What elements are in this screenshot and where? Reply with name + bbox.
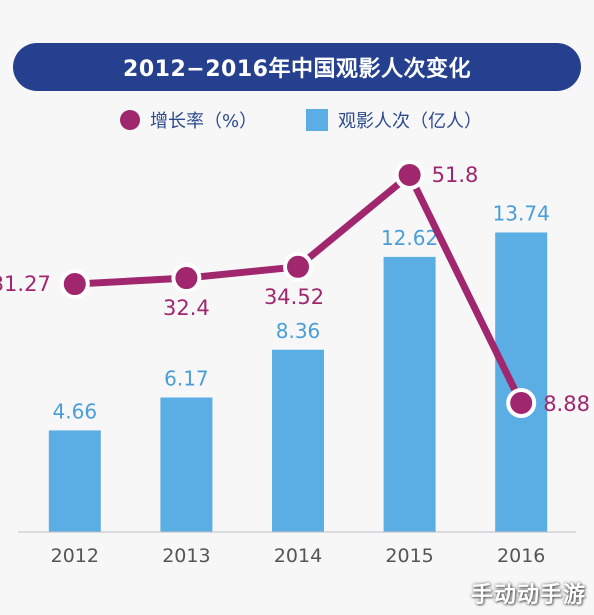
x-tick-2014: 2014 [274, 545, 322, 567]
bar-labels-layer: 4.66 6.17 8.36 12.62 13.74 [53, 201, 550, 423]
bar-label-2015: 12.62 [381, 226, 438, 250]
bar-label-2014: 8.36 [276, 319, 321, 343]
growth-point-2016 [506, 388, 537, 418]
bar-label-2016: 13.74 [493, 201, 550, 225]
title-bar: 2012−2016年中国观影人次变化 [13, 43, 581, 91]
bar-2014 [272, 349, 324, 532]
bar-2012 [48, 430, 101, 532]
bar-label-2012: 4.66 [53, 399, 98, 423]
growth-label-2013: 32.4 [163, 296, 210, 320]
x-tick-2012: 2012 [51, 545, 99, 567]
bar-2013 [160, 397, 213, 532]
growth-labels-layer: 31.27 32.4 34.52 51.8 8.88 [0, 163, 590, 416]
growth-label-2015: 51.8 [432, 163, 479, 187]
bar-label-2013: 6.17 [164, 366, 209, 390]
growth-label-2016: 8.88 [543, 392, 590, 416]
legend-label-admissions: 观影人次（亿人） [338, 111, 482, 132]
x-tick-2016: 2016 [497, 545, 545, 567]
x-tick-2015: 2015 [385, 545, 433, 567]
chart-title: 2012−2016年中国观影人次变化 [123, 57, 471, 82]
bar-marker-icon [306, 109, 328, 131]
legend-label-growth: 增长率（%） [150, 111, 258, 132]
legend-item-growth: 增长率（%） [120, 106, 257, 134]
bar-2015 [383, 256, 436, 532]
x-tick-2013: 2013 [162, 545, 210, 567]
bars-layer [48, 232, 548, 532]
bar-2016 [495, 232, 548, 532]
growth-point-2015 [394, 160, 425, 190]
growth-point-2013 [171, 263, 202, 294]
growth-point-2012 [59, 269, 90, 300]
legend-item-admissions: 观影人次（亿人） [306, 106, 482, 134]
x-axis-layer: 2012 2013 2014 2015 2016 [18, 531, 576, 567]
growth-label-2012: 31.27 [0, 272, 51, 296]
growth-line-layer [59, 160, 537, 418]
growth-point-2014 [283, 251, 313, 282]
watermark: 手动动手游 [470, 583, 586, 608]
growth-label-2014: 34.52 [264, 285, 324, 309]
legend: 增长率（%） 观影人次（亿人） [0, 106, 594, 134]
growth-marker-icon [120, 110, 140, 130]
